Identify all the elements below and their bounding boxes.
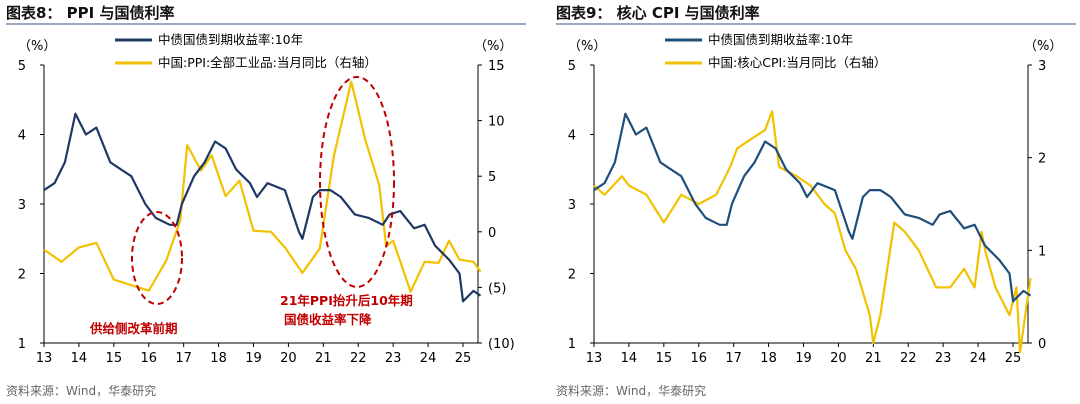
left-tick-label: 4 [18,129,26,144]
annotation-ellipse [319,76,395,288]
x-tick-label: 17 [175,351,192,366]
left-tick-label: 5 [568,59,576,74]
right-tick-label: 3 [1038,59,1046,74]
x-tick-label: 25 [1005,351,1022,366]
x-tick-label: 20 [830,351,847,366]
right-tick-label: 2 [1038,152,1046,167]
source-note: 资料来源：Wind，华泰研究 [556,384,707,398]
x-tick-label: 22 [900,351,917,366]
x-tick-label: 22 [350,351,367,366]
x-tick-label: 24 [420,351,437,366]
annotation-ellipse [131,211,183,305]
right-tick-label: 5 [488,170,496,185]
x-tick-label: 18 [760,351,777,366]
x-tick-label: 21 [315,351,332,366]
x-tick-label: 20 [280,351,297,366]
x-tick-label: 15 [106,351,123,366]
series-line-inflation [593,110,1032,354]
x-tick-label: 23 [935,351,952,366]
legend-label: 中国:核心CPI:当月同比（右轴） [708,55,886,70]
legend-label: 中国:PPI:全部工业品:当月同比（右轴） [158,55,377,70]
x-tick-label: 17 [725,351,742,366]
chart-panel-ppi: 图表8： PPI 与国债利率 1 2 3 4 5 (10) (5) 0 5 10 15 13 14 15 1… [0,0,530,404]
x-tick-label: 19 [245,351,262,366]
right-tick-label: 10 [488,115,505,130]
series-line-inflation [43,80,482,293]
annotation-label: 21年PPI抬升后10年期 [280,293,413,308]
annotation-label: 供给侧改革前期 [89,321,178,336]
x-tick-label: 14 [71,351,88,366]
annotation-label: 国债收益率下降 [284,312,372,327]
title-divider [556,23,1076,25]
x-tick-label: 18 [210,351,227,366]
chart-panel-core-cpi: 图表9： 核心 CPI 与国债利率 1 2 3 4 5 0 1 2 3 13 14 15 16 17 18 1… [550,0,1080,404]
left-tick-label: 3 [18,198,26,213]
right-tick-label: 0 [1038,337,1046,352]
title-divider [6,23,526,25]
legend-label: 中债国债到期收益率:10年 [158,32,303,47]
left-tick-label: 5 [18,59,26,74]
left-tick-label: 2 [568,268,576,283]
x-tick-label: 15 [656,351,673,366]
left-tick-label: 2 [18,268,26,283]
x-tick-label: 25 [455,351,472,366]
series-line-bond-yield [43,112,482,303]
chart-title: 图表8： PPI 与国债利率 [6,4,175,22]
left-tick-label: 3 [568,198,576,213]
left-tick-label: 1 [18,337,26,352]
right-tick-label: (10) [488,337,515,352]
left-tick-label: 4 [568,129,576,144]
chart-title: 图表9： 核心 CPI 与国债利率 [556,4,760,22]
right-tick-label: 15 [488,59,505,74]
right-tick-label: 1 [1038,244,1046,259]
left-tick-label: 1 [568,337,576,352]
x-tick-label: 13 [36,351,53,366]
source-note: 资料来源：Wind，华泰研究 [6,384,157,398]
x-tick-label: 13 [586,351,603,366]
x-tick-label: 23 [385,351,402,366]
series-line-bond-yield [593,112,1032,303]
legend-label: 中债国债到期收益率:10年 [708,32,853,47]
right-unit-label: （%） [1024,39,1062,54]
x-tick-label: 24 [970,351,987,366]
left-unit-label: （%） [18,39,56,54]
right-tick-label: 0 [488,226,496,241]
right-unit-label: （%） [474,39,512,54]
right-tick-label: (5) [488,281,506,296]
x-tick-label: 19 [795,351,812,366]
x-tick-label: 16 [690,351,707,366]
x-tick-label: 16 [140,351,157,366]
x-tick-label: 21 [865,351,882,366]
x-tick-label: 14 [621,351,638,366]
left-unit-label: （%） [568,39,606,54]
